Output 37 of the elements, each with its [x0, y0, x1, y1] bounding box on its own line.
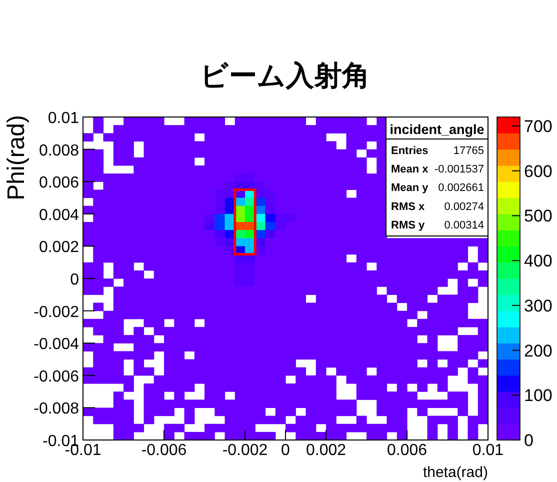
- x-tick-label: -0.002: [222, 442, 268, 459]
- y-tick-label: -0.008: [34, 400, 80, 418]
- x-axis-title: theta(rad): [422, 464, 488, 481]
- color-bar-label: 500: [524, 206, 552, 226]
- y-tick-label: -0.004: [34, 336, 80, 354]
- annotation: incident_angle: [390, 122, 485, 137]
- y-tick-label: 0.01: [48, 110, 80, 127]
- annotation: Mean x: [391, 164, 430, 176]
- color-bar-label: 400: [524, 252, 552, 271]
- annotation: RMS x: [391, 200, 426, 213]
- y-tick-label: 0.004: [38, 206, 80, 224]
- x-tick-label: 0.01: [472, 442, 504, 459]
- annotation: 0.00274: [444, 200, 484, 213]
- color-bar-label: 600: [524, 162, 552, 181]
- y-tick-label: 0.002: [38, 239, 80, 256]
- annotation: 17765: [453, 145, 484, 157]
- color-bar-label: 300: [524, 296, 552, 316]
- x-tick-label: 0.002: [306, 442, 346, 459]
- annotation: -0.001537: [434, 164, 484, 176]
- annotation: Mean y: [391, 182, 430, 194]
- y-tick-label: -0.002: [34, 304, 80, 321]
- annotation: Entries: [391, 145, 428, 157]
- annotation: 0.002661: [438, 182, 484, 194]
- y-tick-label: 0.008: [38, 142, 80, 160]
- y-tick-label: -0.006: [34, 368, 80, 386]
- color-bar-label: 200: [524, 341, 552, 360]
- annotation: 0.00314: [444, 219, 484, 232]
- x-tick-label: -0.006: [141, 442, 187, 459]
- x-tick-label: 0.006: [386, 442, 428, 459]
- y-tick-label: 0.006: [38, 174, 80, 192]
- y-tick-label: 0: [70, 272, 80, 288]
- chart-title: ビーム入射角: [200, 60, 370, 91]
- annotation: RMS y: [391, 219, 426, 232]
- y-axis-title: Phi(rad): [3, 115, 30, 200]
- x-tick-label: 0: [281, 442, 290, 459]
- color-bar-label: 700: [524, 116, 552, 136]
- color-bar-label: 100: [524, 386, 552, 406]
